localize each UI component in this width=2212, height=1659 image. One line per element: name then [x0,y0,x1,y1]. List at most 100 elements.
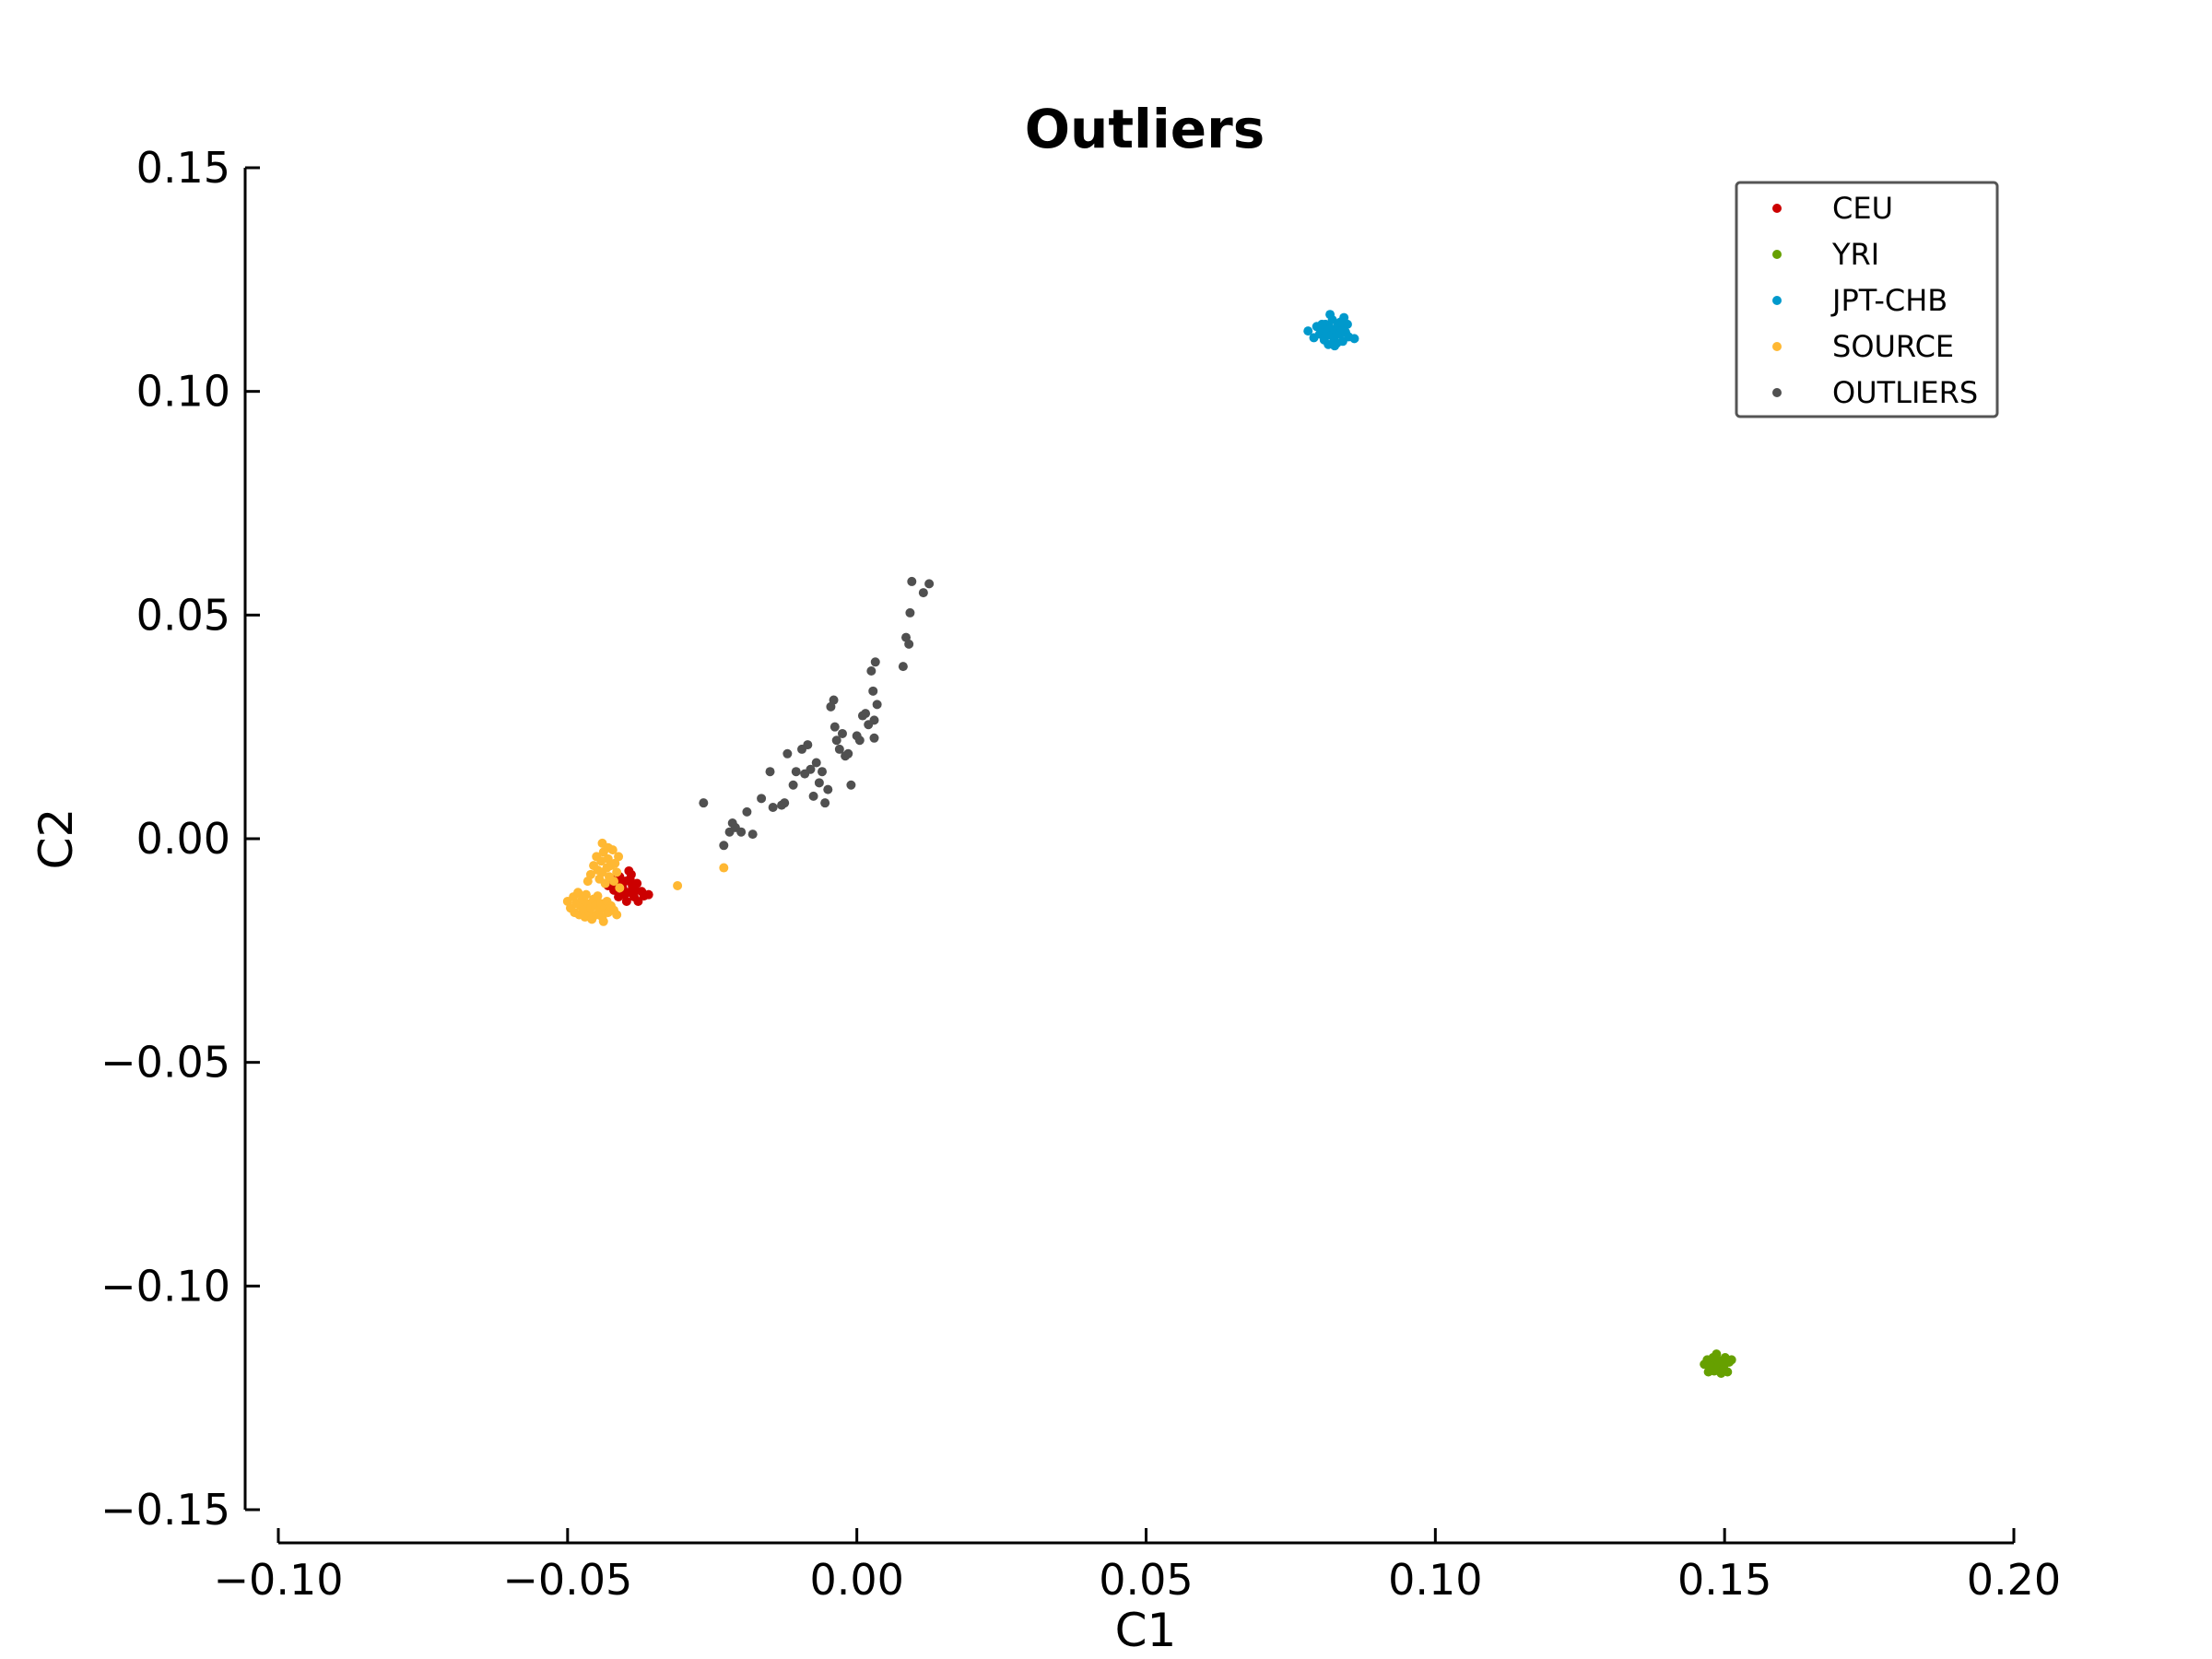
data-point [846,780,856,790]
data-point [782,748,793,759]
data-point [1342,319,1352,329]
legend-marker [1772,250,1782,259]
data-point [619,889,629,900]
legend-entries: CEU YRI JPT-CHB SOURCE OUTLIERS [1772,191,1978,410]
data-point [811,758,821,768]
data-point [1726,1355,1736,1365]
data-point [630,885,641,895]
y-tick-label: 0.15 [136,143,230,193]
legend-label: SOURCE [1832,329,1954,364]
data-point [1349,334,1359,344]
data-point [747,830,758,840]
data-point [905,607,915,618]
data-point [615,883,625,893]
data-point [823,784,833,794]
y-axis-label: C2 [29,808,83,870]
data-point [573,888,583,898]
legend: CEU YRI JPT-CHB SOURCE OUTLIERS [1735,181,1999,418]
x-tick-label: 0.00 [809,1555,903,1605]
data-point [791,767,801,777]
data-point [757,794,767,804]
data-point [924,579,935,589]
data-point [1303,326,1313,336]
series-outliers [699,576,935,851]
data-point [854,735,865,746]
data-point [808,791,818,801]
data-point [861,709,871,719]
legend-marker [1772,296,1782,305]
x-tick-label: −0.10 [214,1555,344,1605]
data-point [907,576,917,586]
data-point [614,852,624,862]
data-point [869,733,879,743]
y-tick-label: −0.15 [100,1485,230,1535]
data-point [866,666,877,676]
data-point [609,877,619,887]
data-point [803,740,813,750]
data-point [699,798,709,808]
data-point [837,728,847,738]
data-points [562,310,1736,1378]
legend-marker [1772,204,1782,213]
data-point [765,767,775,777]
data-point [625,874,635,884]
data-point [612,867,622,877]
data-point [582,877,593,887]
legend-marker [1772,388,1782,397]
x-axis-ticks: −0.10 −0.05 0.00 0.05 0.10 0.15 0.20 [214,1528,2061,1605]
data-point [612,910,622,920]
data-point [742,806,752,817]
data-point [829,695,839,705]
legend-label: JPT-CHB [1830,283,1947,318]
data-point [872,700,882,710]
x-tick-label: 0.05 [1099,1555,1193,1605]
series-jpt-chb [1303,310,1359,351]
data-point [719,841,729,851]
data-point [719,863,729,873]
data-point [788,780,798,790]
x-tick-label: 0.10 [1388,1555,1482,1605]
data-point [673,880,683,890]
data-point [603,842,613,853]
y-tick-label: −0.05 [100,1038,230,1088]
data-point [581,889,591,900]
data-point [870,657,880,667]
data-point [830,722,840,732]
legend-frame [1735,181,1999,418]
data-point [818,767,828,777]
series-source [562,838,729,926]
data-point [1335,317,1346,327]
chart-title: Outliers [1025,98,1265,160]
data-point [643,889,653,900]
data-point [869,715,879,725]
y-tick-label: 0.05 [136,590,230,640]
data-point [598,916,608,926]
data-point [1317,319,1327,329]
data-point [898,662,908,672]
y-tick-label: 0.10 [136,367,230,417]
data-point [1711,1364,1721,1374]
legend-label: YRI [1831,237,1879,272]
x-tick-label: 0.15 [1677,1555,1771,1605]
legend-label: CEU [1832,191,1893,226]
data-point [768,803,778,813]
legend-label: OUTLIERS [1832,375,1978,410]
data-point [868,686,878,696]
data-point [596,856,606,866]
x-tick-label: −0.05 [502,1555,632,1605]
data-point [633,896,643,906]
data-point [1712,1349,1722,1359]
data-point [600,878,610,888]
data-point [820,798,830,808]
x-axis-label: C1 [1115,1604,1177,1657]
y-tick-label: −0.10 [100,1261,230,1311]
y-axis-ticks: 0.15 0.10 0.05 0.00 −0.05 −0.10 −0.15 [100,143,260,1535]
y-tick-label: 0.00 [136,814,230,864]
legend-marker [1772,342,1782,351]
data-point [831,735,841,746]
data-point [843,748,853,759]
data-point [1325,310,1335,320]
data-point [736,827,747,837]
